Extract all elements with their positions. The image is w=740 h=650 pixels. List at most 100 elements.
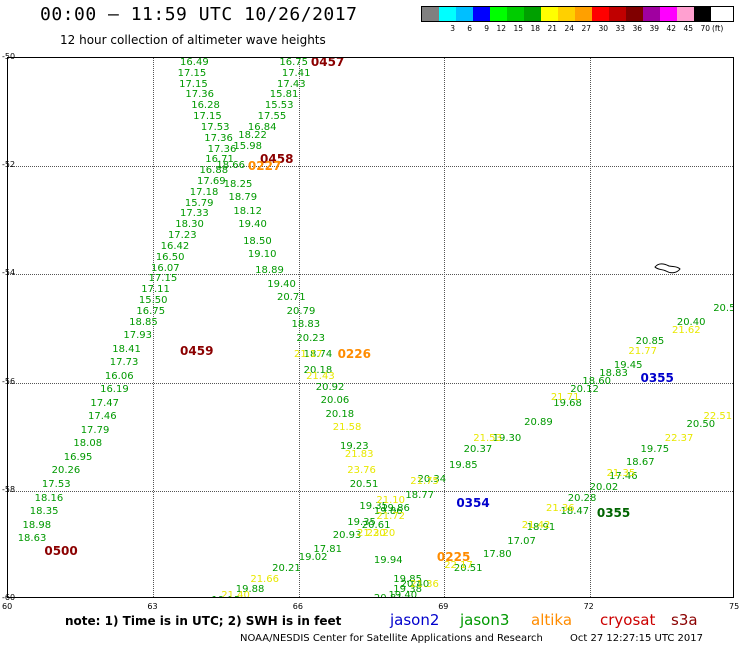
colorbar-swatch (575, 7, 592, 21)
wave-height-value: 20.85 (635, 335, 665, 347)
wave-height-value: 20.61 (361, 519, 391, 531)
colorbar-swatch (694, 7, 711, 21)
wave-height-value: 18.08 (73, 438, 103, 450)
pass-time-label: 0355 (640, 371, 674, 386)
wave-height-value: 18.16 (34, 492, 64, 504)
colorbar-swatch (439, 7, 456, 21)
page-title: 00:00 – 11:59 UTC 10/26/2017 (40, 4, 358, 25)
pass-time-label: 0459 (180, 344, 214, 359)
wave-height-value: 19.86 (381, 503, 410, 515)
latitude-label: -58 (2, 484, 16, 494)
wave-height-value: 18.89 (255, 265, 284, 277)
pass-time-label: 0458 (260, 152, 294, 167)
wave-height-value: 20.12 (570, 384, 599, 396)
wave-height-value: 19.23 (339, 441, 369, 453)
pass-time-label: 0500 (44, 544, 78, 559)
wave-height-value: 20.89 (524, 416, 553, 428)
latitude-label: -50 (2, 52, 16, 61)
wave-height-value: 17.15 (193, 111, 222, 123)
colorbar: 3 6 9 12 15 18 21 24 27 30 33 36 39 42 45 70 (ft) (421, 6, 734, 33)
colorbar-swatch (558, 7, 575, 21)
wave-height-value: 21.40 (221, 589, 250, 598)
wave-height-value: 18.83 (291, 319, 321, 331)
colorbar-label: 42 (666, 24, 676, 33)
wave-height-value: 19.88 (235, 584, 265, 596)
wave-height-value: 20.93 (332, 530, 362, 542)
legend-satellite-cryosat: cryosat (600, 611, 656, 629)
wave-height-value: 23.20 (366, 527, 396, 539)
wave-height-value: 18.77 (405, 489, 435, 501)
wave-height-value: 19.02 (298, 552, 328, 563)
wave-height-value: 20.40 (400, 579, 430, 591)
colorbar-label: 21 (547, 24, 557, 33)
wave-height-value: 17.15 (148, 273, 178, 285)
colorbar-swatch (677, 7, 694, 21)
wave-height-value: 19.10 (247, 249, 277, 261)
wave-height-value: 18.30 (175, 219, 204, 231)
wave-height-value: 17.11 (141, 284, 170, 296)
wave-height-value: 19.85 (449, 460, 478, 472)
wave-height-value: 17.15 (179, 78, 208, 90)
footer: NOAA/NESDIS Center for Satellite Applica… (240, 633, 703, 644)
wave-height-value: 18.50 (243, 235, 272, 247)
wave-height-value: 17.41 (281, 67, 311, 79)
wave-height-value: 21.58 (332, 422, 362, 434)
wave-height-value: 17.53 (41, 478, 71, 490)
wave-height-value: 18.66 (216, 159, 246, 171)
wave-height-value: 15.53 (264, 100, 294, 112)
wave-height-value: 17.43 (276, 78, 306, 90)
wave-height-value: 20.23 (296, 332, 326, 344)
wave-height-value: 20.06 (320, 395, 350, 407)
wave-height-value: 20.50 (686, 419, 716, 431)
wave-height-value: 18.83 (599, 368, 628, 380)
wave-height-value: 21.53 (473, 432, 502, 444)
wave-height-value: 16.07 (150, 262, 180, 274)
wave-height-value: 20.26 (51, 465, 81, 477)
wave-height-value: 19.85 (393, 573, 422, 585)
colorbar-label: 33 (615, 24, 625, 33)
colorbar-label (421, 24, 438, 33)
map-area[interactable]: 16.49 17.15 17.15 17.36 16.28 17.15 17.53 17.36… (7, 57, 734, 598)
wave-height-value: 20.21 (272, 562, 301, 574)
wave-height-value: 15.98 (233, 140, 262, 152)
wave-height-value: 20.92 (315, 381, 345, 393)
wave-height-value: 20.51 (349, 478, 379, 490)
latitude-gridline (8, 382, 733, 384)
colorbar-swatch (524, 7, 541, 21)
wave-height-value: 19.86 (373, 506, 403, 518)
wave-height-value: 21.66 (250, 573, 279, 585)
colorbar-swatch (456, 7, 473, 21)
wave-height-value: 15.50 (138, 295, 168, 307)
wave-height-value: 16.75 (136, 305, 166, 317)
wave-height-value: 19.40 (238, 219, 267, 231)
page-subtitle: 12 hour collection of altimeter wave hei… (60, 33, 326, 47)
longitude-gridline (589, 58, 591, 597)
colorbar-label: 45 (683, 24, 693, 33)
longitude-label: 72 (583, 602, 594, 611)
wave-height-value: 17.73 (109, 357, 139, 369)
latitude-gridline (8, 490, 733, 492)
wave-height-value: 23.76 (347, 465, 376, 477)
wave-height-value: 19.30 (492, 432, 522, 444)
wave-height-value: 19.94 (373, 554, 403, 566)
wave-height-value: 17.47 (90, 397, 120, 409)
wave-height-value: 18.63 (17, 533, 47, 545)
colorbar-label: 9 (484, 24, 489, 33)
colorbar-swatch (473, 7, 490, 21)
pass-time-label: 0354 (456, 495, 490, 510)
colorbar-swatch (507, 7, 524, 21)
wave-height-value: 17.36 (207, 143, 237, 155)
wave-height-value: 17.36 (185, 89, 215, 101)
wave-height-value: 17.53 (200, 121, 230, 133)
colorbar-label: 36 (632, 24, 642, 33)
legend-satellite-s3a: s3a (671, 611, 698, 629)
wave-height-value: 20.18 (303, 365, 333, 377)
wave-height-value: 18.85 (129, 316, 158, 328)
colorbar-label: 70 (700, 24, 710, 33)
wave-height-value: 19.40 (267, 278, 296, 290)
wave-height-value: 18.25 (223, 178, 253, 190)
pass-time-label: 0225 (436, 549, 471, 564)
colorbar-labels: 3 6 9 12 15 18 21 24 27 30 33 36 39 42 45 70 (ft) (421, 24, 734, 33)
colorbar-swatch (609, 7, 626, 21)
wave-height-value: 19.40 (388, 589, 418, 598)
